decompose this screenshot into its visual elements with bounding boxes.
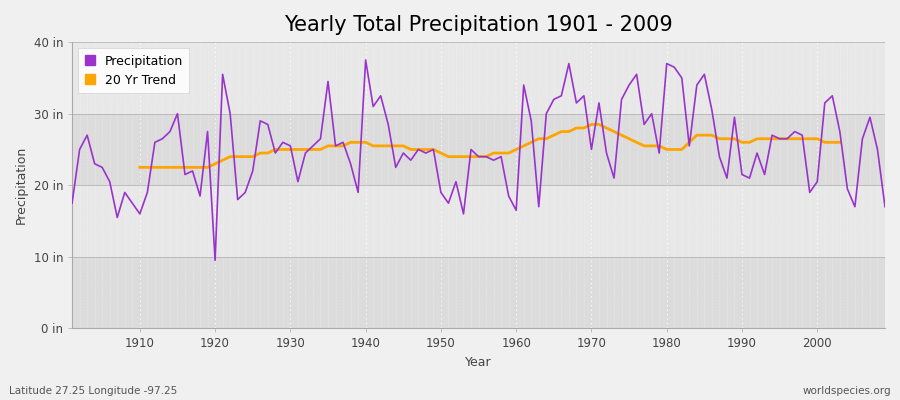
Bar [72,114,885,185]
Precipitation [518,83,529,88]
Y-axis label: Precipitation: Precipitation [15,146,28,224]
Precipitation [360,58,371,62]
Line: 20 Yr Trend: 20 Yr Trend [140,124,840,167]
20 Yr Trend [315,147,326,152]
20 Yr Trend [255,151,266,156]
Precipitation [67,201,77,206]
Text: worldspecies.org: worldspecies.org [803,386,891,396]
Precipitation [127,201,138,206]
Text: Latitude 27.25 Longitude -97.25: Latitude 27.25 Longitude -97.25 [9,386,177,396]
20 Yr Trend [834,140,845,145]
Legend: Precipitation, 20 Yr Trend: Precipitation, 20 Yr Trend [78,48,189,93]
20 Yr Trend [556,129,567,134]
Bar [72,185,885,257]
Bar [72,42,885,114]
20 Yr Trend [405,147,416,152]
Precipitation [210,258,220,263]
20 Yr Trend [586,122,597,127]
Title: Yearly Total Precipitation 1901 - 2009: Yearly Total Precipitation 1901 - 2009 [284,15,673,35]
Precipitation [346,161,356,166]
Precipitation [879,204,890,209]
Precipitation [526,118,536,123]
X-axis label: Year: Year [465,356,492,369]
Precipitation [616,97,627,102]
20 Yr Trend [134,165,145,170]
Bar [72,257,885,328]
20 Yr Trend [669,147,680,152]
20 Yr Trend [428,147,439,152]
Precipitation [300,151,310,156]
Line: Precipitation: Precipitation [72,60,885,260]
